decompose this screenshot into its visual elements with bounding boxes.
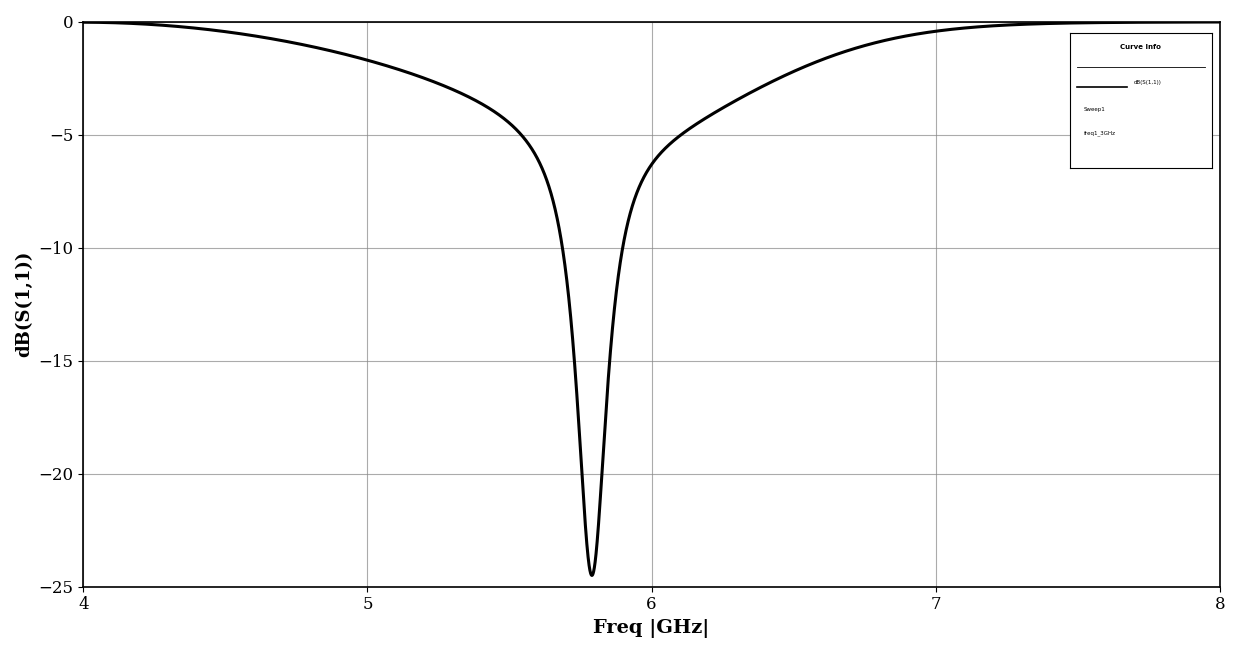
X-axis label: Freq |GHz|: Freq |GHz| xyxy=(594,619,709,638)
Y-axis label: dB(S(1,1)): dB(S(1,1)) xyxy=(15,251,33,357)
